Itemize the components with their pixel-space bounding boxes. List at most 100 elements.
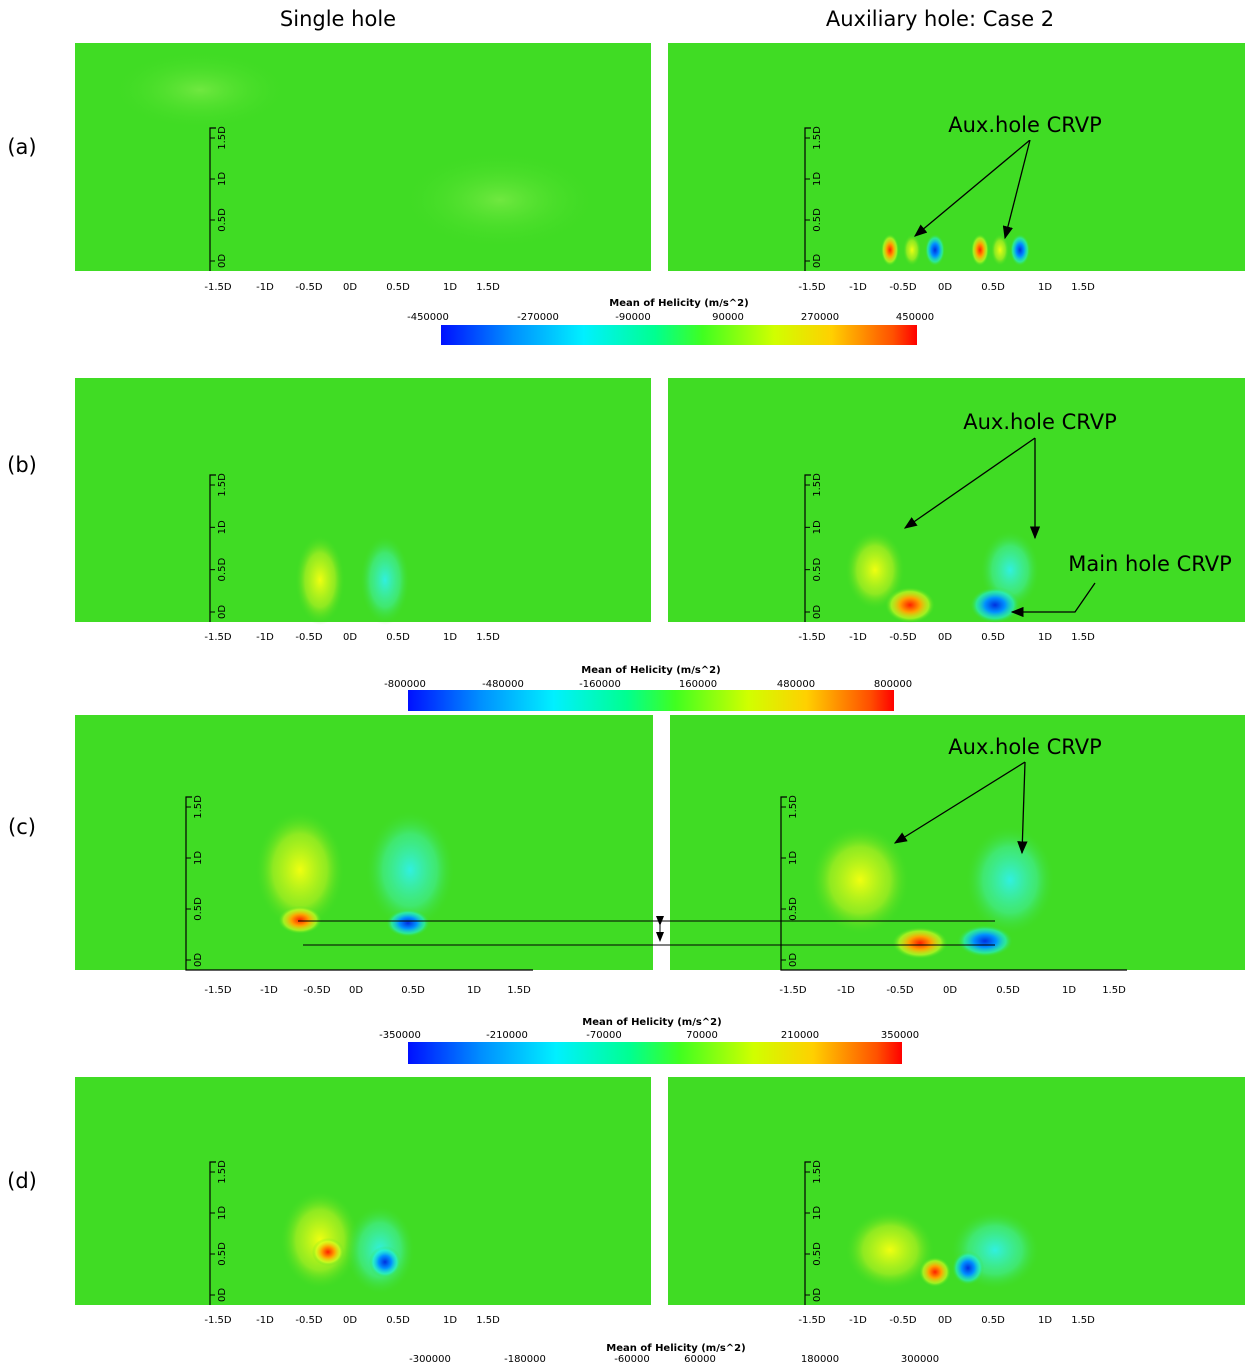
- x-tick-label: 0.5D: [401, 985, 425, 996]
- colorbar: [408, 1042, 902, 1064]
- y-tick-label: 0D: [812, 254, 823, 268]
- axis: [804, 1161, 811, 1305]
- x-tick-label: 0D: [943, 985, 957, 996]
- x-tick-label: 1D: [443, 632, 457, 643]
- x-tick-label: -1.5D: [204, 282, 232, 293]
- y-tick-label: 1.5D: [812, 1160, 823, 1184]
- x-tick-label: 0.5D: [996, 985, 1020, 996]
- colorbar-tick-label: -90000: [615, 312, 650, 323]
- colorbar-tick-label: 300000: [901, 1354, 939, 1365]
- colorbar-tick-label: -800000: [384, 679, 426, 690]
- y-tick-label: 1.5D: [812, 473, 823, 497]
- y-tick-label: 0.5D: [812, 558, 823, 582]
- colorbar-tick-label: -270000: [517, 312, 559, 323]
- x-tick-label: -1D: [849, 1315, 867, 1326]
- axis: [209, 1161, 216, 1305]
- panel: [668, 378, 1245, 622]
- annotation: Aux.hole CRVP: [948, 113, 1102, 137]
- x-tick-label: -0.5D: [886, 985, 914, 996]
- column-header: Single hole: [280, 7, 396, 31]
- row-label: (c): [8, 815, 36, 839]
- y-tick-label: 0.5D: [812, 208, 823, 232]
- y-tick-label: 0.5D: [812, 1242, 823, 1266]
- x-tick-label: 1.5D: [1102, 985, 1126, 996]
- y-tick-label: 1.5D: [217, 1160, 228, 1184]
- colorbar-tick-label: 90000: [712, 312, 744, 323]
- y-tick-label: 0.5D: [217, 208, 228, 232]
- colorbar-tick-label: 70000: [686, 1030, 718, 1041]
- y-tick-label: 1D: [812, 1206, 823, 1220]
- colorbar-title: Mean of Helicity (m/s^2): [606, 1343, 745, 1354]
- x-tick-label: 1D: [443, 282, 457, 293]
- x-tick-label: 0D: [938, 632, 952, 643]
- x-tick-label: 1.5D: [476, 282, 500, 293]
- colorbar-tick-label: 800000: [874, 679, 912, 690]
- colorbar-tick-label: -180000: [504, 1354, 546, 1365]
- y-tick-label: 1D: [217, 172, 228, 186]
- colorbar-tick-label: 350000: [881, 1030, 919, 1041]
- x-tick-label: 1.5D: [1071, 632, 1095, 643]
- panel: [668, 43, 1245, 271]
- colorbar-tick-label: 160000: [679, 679, 717, 690]
- annotation: Main hole CRVP: [1068, 552, 1232, 576]
- x-tick-label: -1D: [256, 282, 274, 293]
- annotation-arrows: [893, 139, 1096, 855]
- colorbar-title: Mean of Helicity (m/s^2): [609, 298, 748, 309]
- x-tick-label: 1.5D: [1071, 1315, 1095, 1326]
- column-header: Auxiliary hole: Case 2: [826, 7, 1054, 31]
- x-tick-label: 0.5D: [386, 1315, 410, 1326]
- annotation: Aux.hole CRVP: [948, 735, 1102, 759]
- x-tick-label: 1D: [467, 985, 481, 996]
- row-label: (a): [7, 135, 36, 159]
- x-tick-label: -0.5D: [295, 632, 323, 643]
- colorbar-tick-label: -210000: [486, 1030, 528, 1041]
- y-tick-label: 0D: [217, 1288, 228, 1302]
- x-tick-label: 0D: [349, 985, 363, 996]
- y-tick-label: 1D: [812, 172, 823, 186]
- x-tick-label: 0.5D: [386, 282, 410, 293]
- y-tick-label: 1D: [812, 520, 823, 534]
- x-tick-label: -1.5D: [779, 985, 807, 996]
- x-tick-label: 0.5D: [981, 1315, 1005, 1326]
- colorbar-tick-label: 210000: [781, 1030, 819, 1041]
- colorbar: [408, 690, 894, 711]
- y-tick-label: 1.5D: [217, 126, 228, 150]
- colorbar-tick-label: 480000: [777, 679, 815, 690]
- x-tick-label: 1D: [1038, 632, 1052, 643]
- y-tick-label: 0.5D: [217, 558, 228, 582]
- x-tick-label: 0D: [343, 282, 357, 293]
- x-tick-label: -1.5D: [798, 1315, 826, 1326]
- colorbar-tick-label: 180000: [801, 1354, 839, 1365]
- panel: [75, 715, 653, 970]
- x-tick-label: 1.5D: [1071, 282, 1095, 293]
- y-tick-label: 0D: [193, 953, 204, 967]
- x-tick-label: 1D: [1062, 985, 1076, 996]
- axis: [209, 127, 216, 271]
- y-tick-label: 0D: [217, 605, 228, 619]
- y-tick-label: 0D: [812, 605, 823, 619]
- x-tick-label: 1D: [1038, 282, 1052, 293]
- colorbar-tick-label: 450000: [896, 312, 934, 323]
- x-tick-label: -1D: [260, 985, 278, 996]
- x-tick-label: 1.5D: [476, 632, 500, 643]
- x-tick-label: -1.5D: [204, 985, 232, 996]
- axis: [209, 474, 216, 622]
- x-tick-label: -1.5D: [798, 632, 826, 643]
- x-tick-label: -0.5D: [889, 282, 917, 293]
- colorbar-title: Mean of Helicity (m/s^2): [582, 1017, 721, 1028]
- x-tick-label: -0.5D: [295, 1315, 323, 1326]
- x-tick-label: 0D: [343, 632, 357, 643]
- y-tick-label: 1D: [217, 520, 228, 534]
- x-tick-label: -1D: [849, 632, 867, 643]
- y-tick-label: 0.5D: [788, 897, 799, 921]
- y-tick-label: 0D: [812, 1288, 823, 1302]
- x-tick-label: 0.5D: [981, 282, 1005, 293]
- x-tick-label: 0D: [938, 282, 952, 293]
- y-tick-label: 1.5D: [193, 795, 204, 819]
- y-tick-label: 0D: [217, 254, 228, 268]
- y-tick-label: 1.5D: [217, 473, 228, 497]
- y-tick-label: 1D: [193, 851, 204, 865]
- y-tick-label: 1.5D: [812, 126, 823, 150]
- axis: [780, 796, 1127, 971]
